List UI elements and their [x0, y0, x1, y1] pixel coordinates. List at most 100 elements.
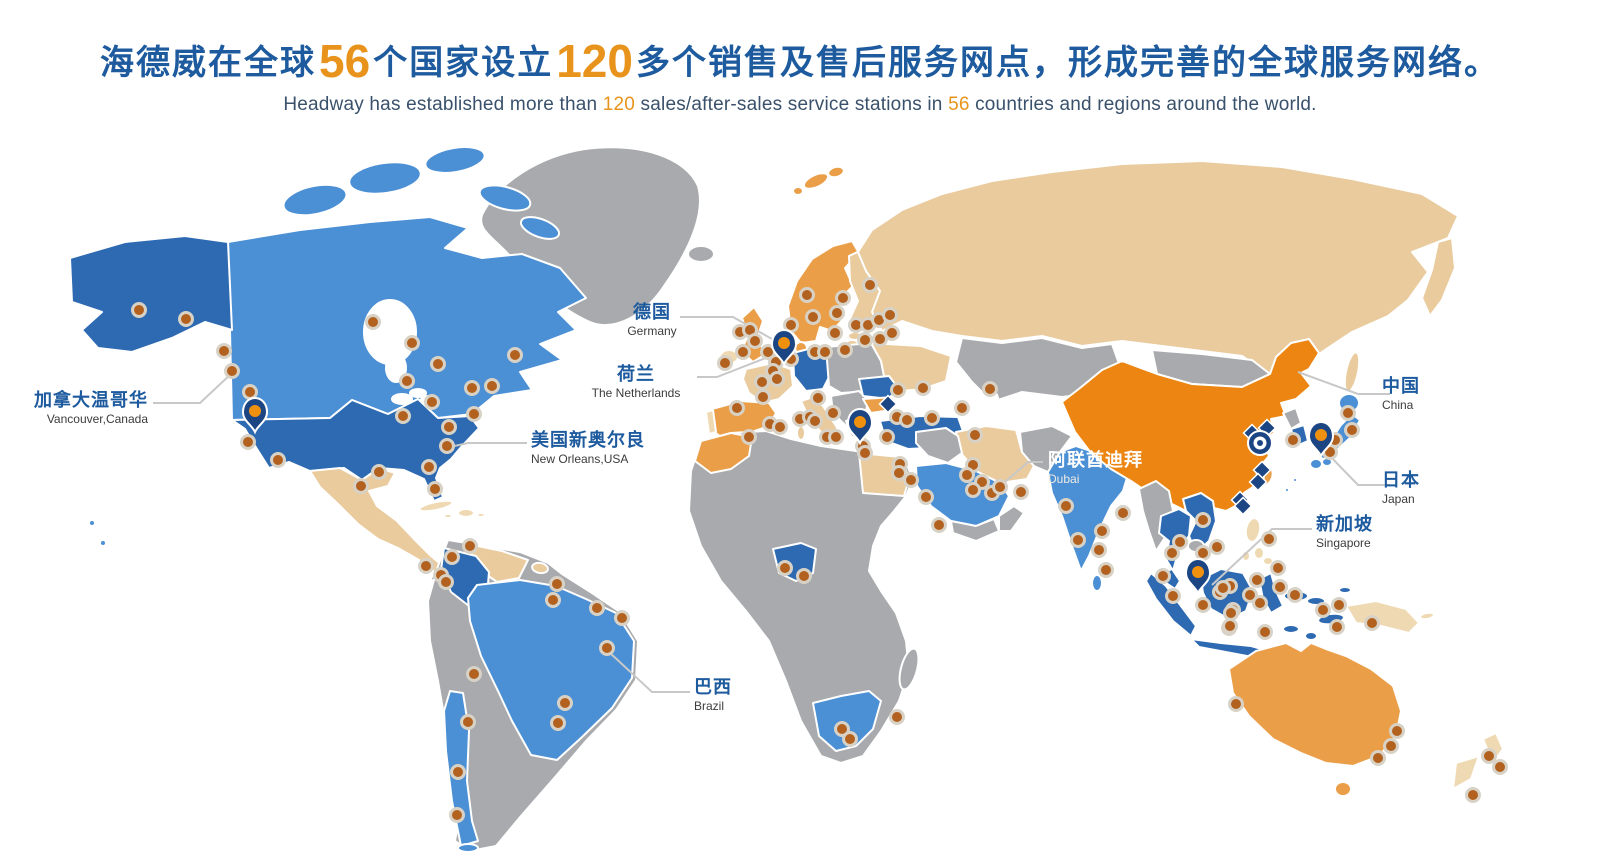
land-shape	[519, 216, 561, 240]
service-station-dot	[1261, 531, 1277, 547]
leader-line-china	[1297, 371, 1390, 395]
land-shape	[1282, 624, 1300, 634]
service-station-dot	[769, 371, 785, 387]
label-en-new-orleans: New Orleans,USA	[531, 451, 629, 466]
service-station-dot	[1364, 615, 1380, 631]
map-label-china: 中国 China	[1382, 376, 1502, 412]
service-station-dot	[441, 419, 457, 435]
country-new-zealand-south	[1452, 755, 1480, 790]
region-kamchatka	[1421, 237, 1456, 317]
service-station-dot	[178, 311, 194, 327]
label-zh-brazil: 巴西	[694, 677, 732, 697]
diamond-marker	[1248, 472, 1268, 492]
land-shape	[363, 299, 417, 365]
land-shape	[796, 425, 806, 441]
service-station-dot	[449, 807, 465, 823]
location-pin	[846, 407, 874, 446]
land-shape	[1292, 477, 1298, 483]
title-zh-seg: 海德威在全球	[100, 44, 317, 82]
service-station-dot	[549, 576, 565, 592]
service-station-dot	[1331, 597, 1347, 613]
service-station-dot	[395, 408, 411, 424]
service-station-dot	[1098, 562, 1114, 578]
country-philippines	[1244, 517, 1262, 543]
service-station-dot	[857, 445, 873, 461]
title-zh-count-countries: 56	[319, 35, 371, 87]
service-station-dot	[1465, 787, 1481, 803]
map-label-netherlands: 荷兰 The Netherlands	[576, 364, 696, 400]
service-station-dot	[557, 695, 573, 711]
label-en-singapore: Singapore	[1316, 535, 1371, 550]
service-station-dot	[1329, 619, 1345, 635]
label-en-japan: Japan	[1382, 491, 1415, 506]
land-shape	[1315, 429, 1327, 441]
service-station-dot	[466, 406, 482, 422]
service-station-dot	[1252, 595, 1268, 611]
label-en-netherlands: The Netherlands	[591, 385, 681, 400]
country-india	[1047, 445, 1130, 572]
leader-line-japan	[1326, 452, 1390, 486]
service-station-dot	[931, 517, 947, 533]
service-station-dot	[1344, 422, 1360, 438]
service-station-dot	[735, 344, 751, 360]
label-en-brazil: Brazil	[694, 698, 725, 713]
service-station-dot	[439, 438, 455, 454]
service-station-dot	[890, 382, 906, 398]
service-station-dot	[807, 413, 823, 429]
island-tasmania	[1334, 781, 1352, 797]
service-station-dot	[829, 305, 845, 321]
location-pin	[770, 328, 798, 367]
service-station-dot	[444, 549, 460, 565]
marker-layer	[131, 277, 1508, 823]
title-zh-count-stations: 120	[556, 35, 633, 87]
service-station-dot	[1370, 750, 1386, 766]
leader-line-new-orleans	[449, 442, 527, 448]
service-station-dot	[1155, 568, 1171, 584]
label-zh-singapore: 新加坡	[1316, 514, 1373, 534]
map-label-singapore: 新加坡 Singapore	[1316, 514, 1446, 550]
service-station-dot	[1091, 542, 1107, 558]
land-shape	[385, 353, 407, 383]
location-pin	[1307, 420, 1335, 459]
country-usa	[231, 398, 480, 502]
service-station-dot	[1209, 539, 1225, 555]
land-shape	[1343, 351, 1361, 393]
service-station-dot	[1195, 512, 1211, 528]
service-station-dot	[1383, 738, 1399, 754]
land-shape	[457, 843, 479, 853]
land-shape	[854, 416, 866, 428]
land-shape	[1419, 611, 1435, 621]
map-label-germany: 德国 Germany	[592, 302, 712, 338]
service-station-dot	[1215, 580, 1231, 596]
service-station-dot	[891, 465, 907, 481]
service-station-dot	[872, 331, 888, 347]
label-en-germany: Germany	[627, 323, 677, 338]
service-station-dot	[825, 405, 841, 421]
service-station-dot	[353, 478, 369, 494]
service-station-dot	[1481, 748, 1497, 764]
service-station-dot	[438, 574, 454, 590]
land-shape	[531, 561, 549, 575]
service-station-dot	[857, 332, 873, 348]
service-station-dot	[1222, 618, 1238, 634]
service-station-dot	[828, 429, 844, 445]
label-zh-netherlands: 荷兰	[617, 364, 655, 384]
service-station-dot	[1094, 523, 1110, 539]
label-zh-japan: 日本	[1382, 470, 1420, 490]
service-station-dot	[131, 302, 147, 318]
country-morocco	[694, 432, 753, 474]
service-station-dot	[1165, 588, 1181, 604]
country-oman	[998, 505, 1025, 532]
diamond-marker	[878, 394, 898, 414]
land-shape	[1192, 566, 1204, 578]
service-station-dot	[450, 764, 466, 780]
map-label-vancouver: 加拿大温哥华 Vancouver,Canada	[30, 390, 148, 426]
service-station-dot	[796, 568, 812, 584]
location-pin	[241, 396, 269, 435]
service-station-dot	[1315, 602, 1331, 618]
service-station-dot	[371, 464, 387, 480]
service-station-dot	[834, 721, 850, 737]
service-station-dot	[755, 389, 771, 405]
leader-line-netherlands	[697, 351, 782, 378]
